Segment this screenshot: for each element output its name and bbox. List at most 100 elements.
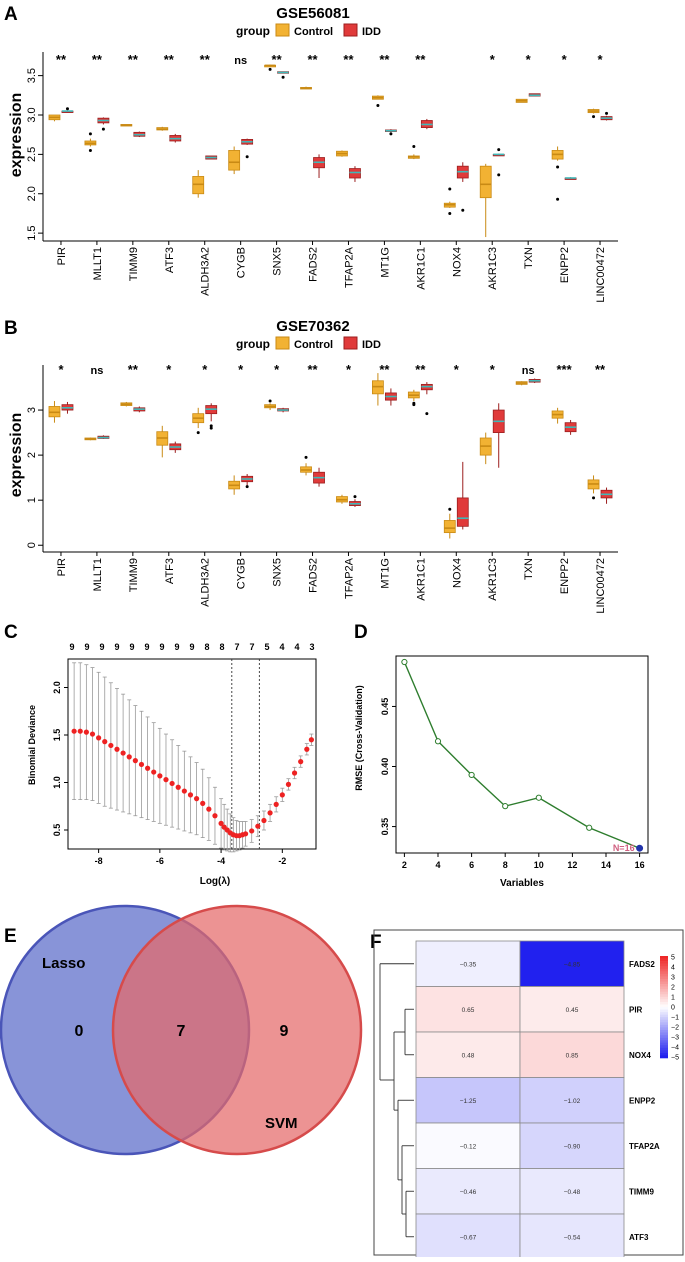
deviance-point bbox=[212, 813, 218, 819]
heatmap-row-label: NOX4 bbox=[629, 1051, 651, 1060]
deviance-point bbox=[242, 831, 249, 837]
top-df-label: 9 bbox=[144, 642, 149, 652]
outlier-point bbox=[353, 495, 357, 499]
gene-label: FADS2 bbox=[308, 558, 320, 593]
outlier-point bbox=[209, 424, 213, 428]
rmse-line bbox=[403, 661, 640, 849]
chart-a-plot: 1.52.02.53.03.5PIR**MLLT1**TIMM9**ATF3**… bbox=[26, 52, 618, 303]
gene-label: TIMM9 bbox=[128, 558, 140, 592]
top-df-label: 9 bbox=[129, 642, 134, 652]
outlier-point bbox=[376, 104, 380, 108]
colorbar-segment bbox=[660, 1042, 668, 1046]
top-df-label: 7 bbox=[249, 642, 254, 652]
deviance-point bbox=[96, 735, 102, 741]
heatmap-cell-label: −0.35 bbox=[460, 961, 477, 968]
colorbar-segment bbox=[660, 1050, 668, 1054]
legend-a-control-swatch bbox=[275, 23, 290, 37]
top-df-label: 9 bbox=[69, 642, 74, 652]
outlier-point bbox=[304, 455, 308, 459]
heatmap-cell-label: −1.25 bbox=[460, 1098, 477, 1105]
top-df-label: 7 bbox=[234, 642, 239, 652]
legend-b: group Control IDD bbox=[236, 336, 381, 351]
gene-label: ENPP2 bbox=[559, 247, 571, 283]
colorbar-tick-label: −5 bbox=[671, 1055, 679, 1062]
colorbar-tick-label: 4 bbox=[671, 965, 675, 972]
y-tick-label: 3.5 bbox=[26, 68, 38, 83]
heatmap-cell bbox=[519, 1077, 625, 1124]
significance-label: ** bbox=[595, 362, 606, 377]
outlier-point bbox=[461, 208, 465, 212]
colorbar-tick-label: 0 bbox=[671, 1005, 675, 1012]
deviance-point bbox=[145, 765, 151, 771]
gene-label: ALDH3A2 bbox=[200, 558, 212, 607]
significance-label: * bbox=[562, 52, 568, 67]
chart-d-xlabel: Variables bbox=[500, 878, 544, 889]
significance-label: ** bbox=[379, 362, 390, 377]
heatmap-cell-label: −0.48 bbox=[564, 1189, 581, 1196]
y-tick-label: 1 bbox=[26, 497, 38, 503]
deviance-point bbox=[102, 739, 108, 745]
y-tick-label: 0.40 bbox=[380, 758, 390, 776]
colorbar-segment bbox=[660, 1032, 668, 1036]
outlier-point bbox=[245, 485, 249, 489]
top-df-label: 9 bbox=[114, 642, 119, 652]
x-tick-label: -8 bbox=[95, 856, 103, 866]
gene-label: MLLT1 bbox=[92, 558, 104, 591]
gene-label: CYGB bbox=[236, 558, 248, 589]
chart-a-ylabel: expression bbox=[8, 93, 25, 177]
outlier-point bbox=[425, 412, 429, 416]
heatmap-cell bbox=[519, 1168, 625, 1215]
chart-c-xlabel: Log(λ) bbox=[200, 876, 231, 887]
venn-lasso-label: Lasso bbox=[42, 955, 85, 972]
gene-label: MT1G bbox=[379, 558, 391, 589]
legend-a: group Control IDD bbox=[236, 23, 381, 38]
deviance-point bbox=[218, 820, 224, 826]
colorbar-segment bbox=[660, 973, 668, 977]
gene-label: ENPP2 bbox=[559, 558, 571, 594]
colorbar-tick-label: 2 bbox=[671, 985, 675, 992]
y-tick-label: 1.5 bbox=[52, 729, 62, 742]
x-tick-label: -4 bbox=[217, 856, 225, 866]
colorbar-segment bbox=[660, 956, 668, 959]
gene-label: SNX5 bbox=[272, 247, 284, 276]
gene-label: NOX4 bbox=[451, 558, 463, 588]
deviance-point bbox=[71, 728, 77, 734]
top-df-label: 4 bbox=[294, 642, 299, 652]
plot-frame bbox=[67, 658, 317, 850]
deviance-point bbox=[120, 750, 126, 756]
heatmap-row-label: FADS2 bbox=[629, 960, 655, 969]
colorbar-segment bbox=[660, 991, 668, 995]
heatmap-cell bbox=[519, 940, 625, 987]
deviance-point bbox=[114, 746, 120, 752]
heatmap-cell-label: 0.45 bbox=[566, 1007, 579, 1014]
colorbar-segment bbox=[660, 1029, 668, 1033]
top-df-label: 4 bbox=[279, 642, 284, 652]
outlier-point bbox=[268, 67, 272, 71]
colorbar-segment bbox=[660, 999, 668, 1003]
gene-label: TFAP2A bbox=[343, 246, 355, 288]
gene-label: PIR bbox=[56, 247, 68, 265]
rmse-point bbox=[502, 803, 509, 810]
y-tick-label: 0.45 bbox=[380, 698, 390, 716]
y-tick-label: 0 bbox=[26, 542, 38, 548]
legend-b-idd-swatch bbox=[343, 336, 358, 350]
chart-a-title: GSE56081 bbox=[276, 5, 349, 22]
heatmap-cell bbox=[519, 1213, 625, 1260]
top-df-label: 8 bbox=[204, 642, 209, 652]
rmse-point bbox=[434, 738, 442, 745]
gene-label: TXN bbox=[523, 558, 535, 580]
outlier-point bbox=[592, 115, 596, 119]
venn-intersection-count: 7 bbox=[177, 1023, 186, 1040]
optimal-annotation: N=16 bbox=[613, 843, 635, 853]
colorbar-segment bbox=[660, 984, 668, 987]
y-tick-label: 0.5 bbox=[52, 824, 62, 837]
heatmap-cell-label: −0.67 bbox=[460, 1234, 477, 1241]
colorbar-tick-label: −1 bbox=[671, 1015, 679, 1022]
top-df-label: 9 bbox=[159, 642, 164, 652]
chart-d-ylabel: RMSE (Cross-Validation) bbox=[354, 685, 364, 791]
deviance-point bbox=[267, 810, 273, 816]
top-df-label: 9 bbox=[84, 642, 89, 652]
chart-b-ylabel: expression bbox=[8, 413, 25, 497]
heatmap-cell bbox=[415, 1168, 521, 1215]
colorbar-segment bbox=[660, 978, 668, 982]
